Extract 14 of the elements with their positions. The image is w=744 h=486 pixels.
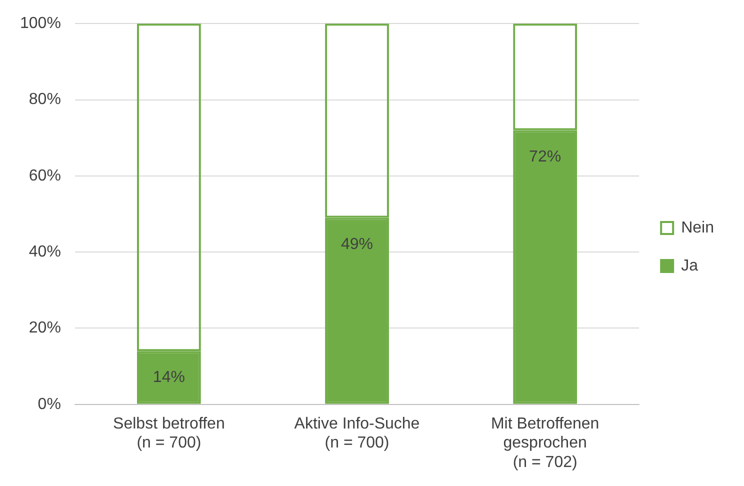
x-tick-label: Selbst betroffen (n = 700) — [113, 415, 225, 452]
y-tick-label: 20% — [28, 320, 61, 337]
y-tick-label: 80% — [28, 91, 61, 108]
y-tick-label: 0% — [38, 396, 61, 413]
legend-label: Ja — [681, 257, 698, 274]
y-tick-label: 100% — [20, 15, 61, 32]
legend-label: Nein — [681, 219, 714, 236]
data-label: 72% — [529, 148, 562, 166]
y-tick-label: 60% — [28, 167, 61, 184]
data-label: 14% — [152, 368, 185, 386]
y-tick-label: 40% — [28, 243, 61, 260]
x-tick-label: Mit Betroffenen gesprochen (n = 702) — [490, 415, 600, 471]
x-tick-label: Aktive Info-Suche (n = 700) — [294, 415, 420, 452]
data-label: 49% — [340, 236, 374, 254]
